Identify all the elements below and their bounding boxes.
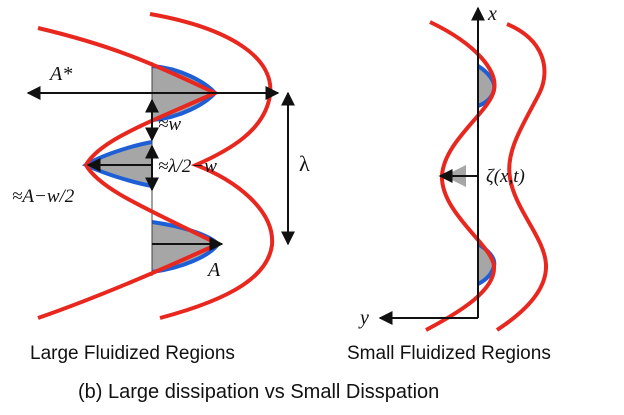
a-minus-half-w-label: ≈A−w/2 (12, 186, 75, 207)
y-axis-label: y (358, 307, 369, 329)
x-axis-label: x (487, 3, 497, 25)
half-lambda-label: ≈λ/2−w (158, 156, 217, 177)
left-panel-label: Large Fluidized Regions (30, 343, 235, 364)
zeta-label: ζ(x,t) (486, 166, 525, 187)
a-label: A (206, 259, 221, 281)
a-star-label: A* (48, 63, 72, 85)
red-curve-outer (495, 22, 549, 332)
red-curve-left (37, 26, 223, 320)
right-panel-label: Small Fluidized Regions (347, 343, 551, 364)
lambda-label: λ (299, 151, 310, 176)
figure-caption: (b) Large dissipation vs Small Disspatio… (78, 381, 440, 403)
red-curve-right (149, 12, 275, 320)
w-label: ≈w (158, 114, 181, 135)
right-panel: x y ζ(x,t) (358, 3, 549, 332)
left-panel: A* ≈w ≈λ/2−w ≈A−w/2 λ A (12, 12, 310, 320)
